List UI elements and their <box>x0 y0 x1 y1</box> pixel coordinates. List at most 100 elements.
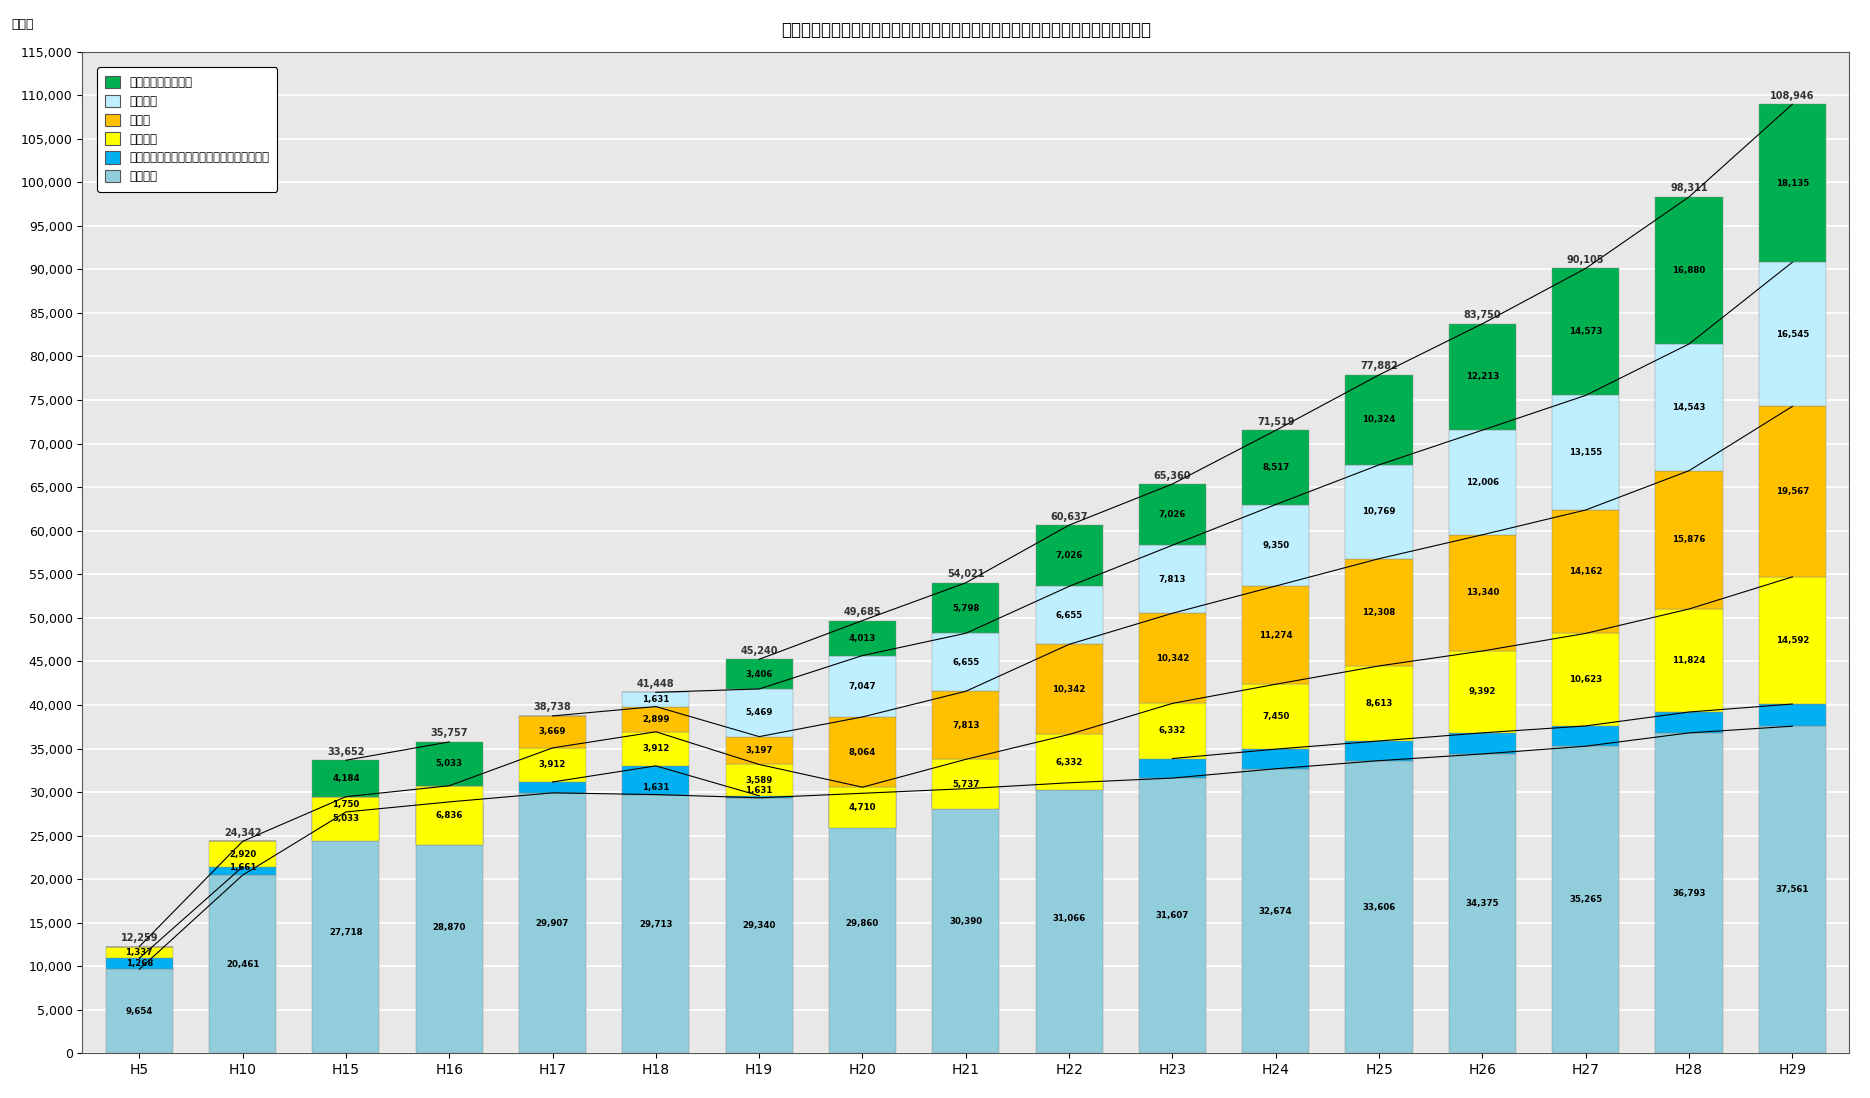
Text: 3,912: 3,912 <box>641 744 669 753</box>
Text: 29,340: 29,340 <box>742 921 776 930</box>
Text: 54,021: 54,021 <box>946 569 984 580</box>
Text: 2,899: 2,899 <box>641 715 669 724</box>
Text: 5,798: 5,798 <box>952 604 980 613</box>
Text: 7,450: 7,450 <box>1262 713 1290 721</box>
Text: 14,573: 14,573 <box>1569 327 1603 336</box>
Bar <box>1449 535 1517 651</box>
Text: 14,543: 14,543 <box>1672 403 1705 412</box>
Bar <box>933 760 999 809</box>
Text: 3,197: 3,197 <box>746 746 772 755</box>
Bar <box>828 793 896 1053</box>
Bar <box>933 583 999 634</box>
Bar <box>1242 505 1309 586</box>
Bar <box>1242 586 1309 684</box>
Text: 35,757: 35,757 <box>430 728 468 739</box>
Text: 38,738: 38,738 <box>533 703 572 713</box>
Bar <box>312 811 380 1053</box>
Text: 5,469: 5,469 <box>746 708 772 717</box>
Bar <box>726 688 793 737</box>
Bar <box>1036 586 1103 645</box>
Bar <box>1346 464 1412 559</box>
Bar <box>828 793 896 828</box>
Bar <box>726 737 793 764</box>
Text: 20,461: 20,461 <box>226 960 260 968</box>
Text: 6,332: 6,332 <box>1055 758 1083 766</box>
Bar <box>828 717 896 787</box>
Bar <box>1760 704 1825 726</box>
Text: 32,674: 32,674 <box>1259 907 1292 916</box>
Bar <box>1655 609 1722 712</box>
Bar <box>933 692 999 760</box>
Text: 29,713: 29,713 <box>640 919 673 929</box>
Bar <box>1655 732 1722 1053</box>
Text: 3,406: 3,406 <box>746 670 772 679</box>
Text: 15,876: 15,876 <box>1672 536 1705 545</box>
Text: 14,592: 14,592 <box>1776 636 1808 645</box>
Text: 6,655: 6,655 <box>952 658 980 666</box>
Text: 18,135: 18,135 <box>1776 179 1808 188</box>
Text: 31,607: 31,607 <box>1156 911 1189 920</box>
Text: 45,240: 45,240 <box>741 646 778 656</box>
Bar <box>1036 645 1103 735</box>
Text: 9,654: 9,654 <box>125 1007 153 1016</box>
Text: 5,033: 5,033 <box>436 760 462 769</box>
Bar <box>1139 778 1206 1053</box>
Text: 8,613: 8,613 <box>1365 699 1393 708</box>
Text: 1,631: 1,631 <box>746 786 772 795</box>
Text: 71,519: 71,519 <box>1257 417 1294 427</box>
Text: 12,259: 12,259 <box>120 933 157 943</box>
Bar <box>1139 546 1206 614</box>
Bar <box>312 760 380 797</box>
Text: 9,350: 9,350 <box>1262 541 1288 550</box>
Bar <box>1552 509 1619 634</box>
Bar <box>623 766 690 795</box>
Text: 27,718: 27,718 <box>329 928 363 938</box>
Text: 10,342: 10,342 <box>1053 685 1086 694</box>
Bar <box>1760 576 1825 704</box>
Text: 7,813: 7,813 <box>1159 574 1186 584</box>
Bar <box>828 620 896 656</box>
Bar <box>1655 471 1722 609</box>
Bar <box>1036 783 1103 789</box>
Bar <box>520 748 585 782</box>
Bar <box>1655 712 1722 732</box>
Text: 4,710: 4,710 <box>849 804 877 813</box>
Text: 31,066: 31,066 <box>1053 914 1086 922</box>
Bar <box>520 716 585 748</box>
Bar <box>933 634 999 692</box>
Text: 6,836: 6,836 <box>436 811 464 820</box>
Bar <box>1242 430 1309 505</box>
Bar <box>623 706 690 731</box>
Text: 30,390: 30,390 <box>950 917 982 926</box>
Text: 77,882: 77,882 <box>1359 361 1399 371</box>
Text: 60,637: 60,637 <box>1051 512 1088 522</box>
Bar <box>1552 395 1619 509</box>
Text: 16,545: 16,545 <box>1776 329 1808 339</box>
Bar <box>828 656 896 717</box>
Text: 13,340: 13,340 <box>1466 589 1500 597</box>
Text: 1,631: 1,631 <box>641 783 669 792</box>
Bar <box>1242 749 1309 769</box>
Text: 7,047: 7,047 <box>849 682 877 691</box>
Text: 16,880: 16,880 <box>1672 266 1705 274</box>
Text: 29,907: 29,907 <box>537 919 568 928</box>
Bar <box>1552 634 1619 726</box>
Bar <box>623 693 690 706</box>
Bar <box>933 788 999 809</box>
Bar <box>415 742 482 786</box>
Text: 7,813: 7,813 <box>952 720 980 730</box>
Bar <box>1139 614 1206 704</box>
Text: （名）: （名） <box>11 19 34 32</box>
Bar <box>623 795 690 1053</box>
Text: 3,912: 3,912 <box>539 761 567 770</box>
Bar <box>1449 324 1517 430</box>
Bar <box>1346 741 1412 761</box>
Text: 24,342: 24,342 <box>224 828 262 838</box>
Text: 33,606: 33,606 <box>1363 903 1395 911</box>
Text: 8,517: 8,517 <box>1262 463 1290 472</box>
Bar <box>1552 268 1619 395</box>
Bar <box>726 764 793 796</box>
Text: 5,737: 5,737 <box>952 780 980 788</box>
Bar <box>415 802 482 845</box>
Text: 4,184: 4,184 <box>333 774 359 783</box>
